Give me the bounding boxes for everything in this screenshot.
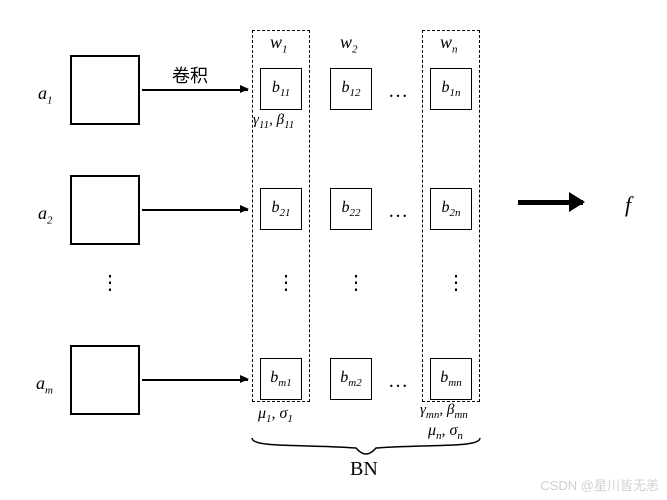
cell-b12: b12 (330, 68, 372, 110)
gamma-beta-11: γ11, β11 (253, 112, 294, 131)
hdots-row1: … (388, 80, 410, 103)
vdots-col1: ⋮ (276, 280, 296, 286)
arrow-1 (142, 89, 248, 91)
input-box-1 (70, 55, 140, 125)
watermark: CSDN @星川皆无恙 (540, 475, 659, 494)
arrow-m (142, 379, 248, 381)
cell-bm2: bm2 (330, 358, 372, 400)
label-a1: a1 (38, 83, 53, 107)
gamma-beta-mn: γmn, βmn (420, 402, 468, 421)
output-arrow (518, 200, 583, 205)
header-w2: w2 (340, 32, 358, 56)
diagram-canvas: { "layout": { "input_x": 70, "input_size… (0, 0, 667, 500)
bn-label: BN (350, 458, 378, 481)
mu-sigma-1: μ1, σ1 (258, 405, 293, 425)
output-label: f (625, 192, 631, 218)
hdots-rowm: … (388, 370, 410, 393)
arrow-2 (142, 209, 248, 211)
cell-b1n: b1n (430, 68, 472, 110)
cell-bm1: bm1 (260, 358, 302, 400)
header-w1: w1 (270, 32, 288, 56)
vdots-coln: ⋮ (446, 280, 466, 286)
cell-b2n: b2n (430, 188, 472, 230)
cell-b22: b22 (330, 188, 372, 230)
input-box-m (70, 345, 140, 415)
cell-b21: b21 (260, 188, 302, 230)
conv-label: 卷积 (172, 62, 208, 88)
input-box-2 (70, 175, 140, 245)
hdots-row2: … (388, 200, 410, 223)
vdots-input: ⋮ (100, 280, 120, 286)
vdots-col2: ⋮ (346, 280, 366, 286)
cell-b11: b11 (260, 68, 302, 110)
label-a2: a2 (38, 203, 53, 227)
label-am: am (36, 373, 53, 397)
cell-bmn: bmn (430, 358, 472, 400)
header-wn: wn (440, 32, 458, 56)
